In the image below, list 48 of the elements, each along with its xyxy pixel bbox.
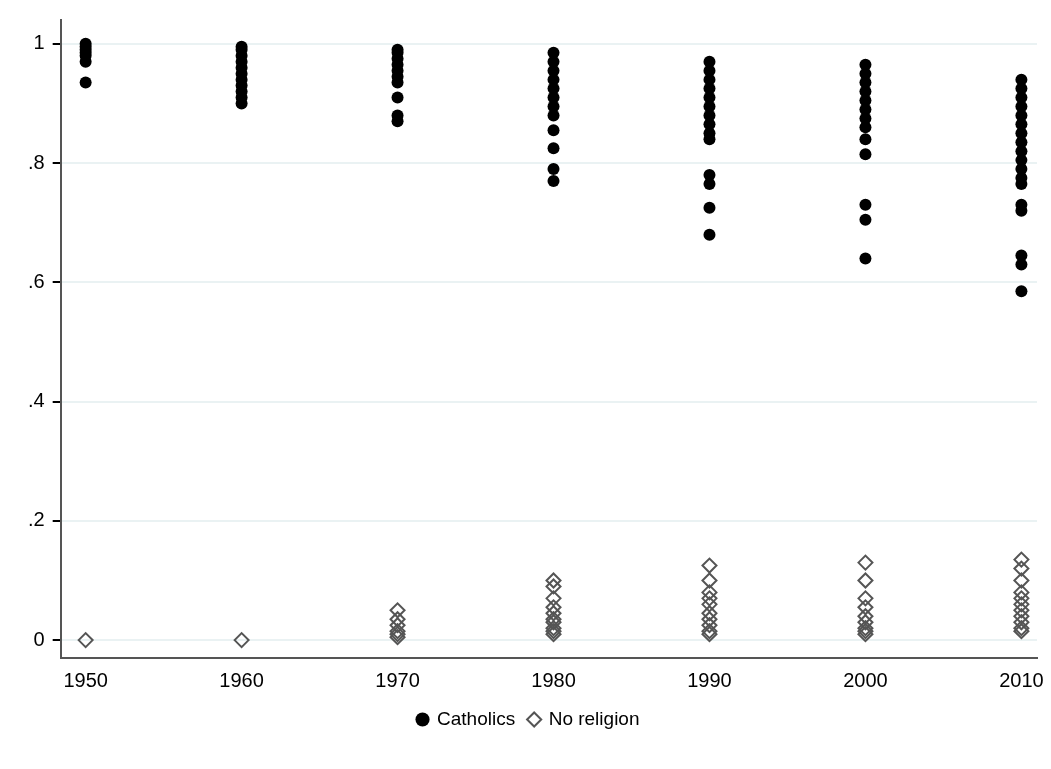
point [389,617,406,634]
point [389,602,406,619]
point [389,611,406,628]
point [857,614,874,631]
point [545,572,562,589]
y-tick-label: 1 [33,31,45,54]
x-tick-label: 1970 [375,668,420,691]
point [857,572,874,589]
point [233,632,250,649]
point [1013,572,1030,589]
x-tick-label: 1950 [63,668,108,691]
point [1013,551,1030,568]
y-tick-label: .4 [27,389,45,412]
point [77,632,94,649]
point [701,596,718,613]
point [545,590,562,607]
x-tick-label: 2000 [843,668,888,691]
point [1013,590,1030,607]
point [857,599,874,616]
y-tick-label: 0 [33,627,45,650]
point [701,590,718,607]
point [1013,602,1030,619]
y-tick-label: .8 [27,150,45,173]
point [701,584,718,601]
point [545,599,562,616]
y-tick-label: .2 [27,508,45,531]
point [1013,584,1030,601]
x-tick-label: 1990 [687,668,732,691]
point [701,572,718,589]
point [701,611,718,628]
x-tick-label: 2010 [999,668,1044,691]
point [545,605,562,622]
point [1013,596,1030,613]
point [545,578,562,595]
point [857,590,874,607]
point [1013,608,1030,625]
point [1013,560,1030,577]
point [701,557,718,574]
point [857,554,874,571]
y-tick-label: .6 [27,269,45,292]
legend-label: No religion [548,707,640,729]
point [857,608,874,625]
legend-label: Catholics [437,707,516,729]
x-tick-label: 1960 [219,668,264,691]
point [1013,614,1030,631]
point [701,605,718,622]
x-tick-label: 1980 [531,668,576,691]
point [701,617,718,634]
